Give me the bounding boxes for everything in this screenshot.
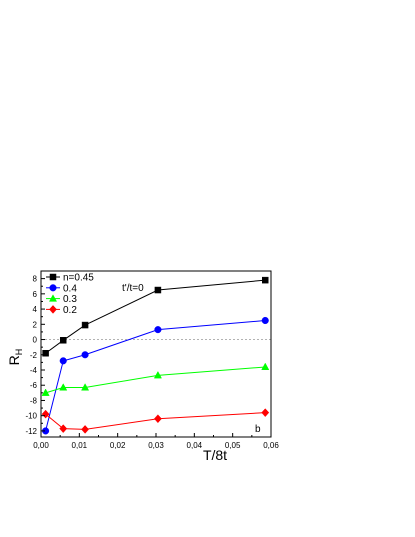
point-0-3-2 [81, 383, 90, 391]
y-axis-label: RH [6, 349, 24, 366]
point-n-0-45-0 [42, 349, 49, 357]
x-axis: 0,00 0,01 0,02 0,03 0,04 0,05 0,06 [33, 433, 279, 450]
legend-label-n-0-45: n=0.45 [63, 273, 94, 284]
y-tick-label-6: 0 [33, 336, 38, 345]
x-tick-label-0: 0,00 [33, 441, 49, 450]
y-tick-label-1: -10 [25, 412, 37, 421]
y-tick-label-4: -4 [30, 366, 38, 375]
y-axis: -12 -10 -8 -6 -4 -2 0 2 4 6 8 [25, 275, 45, 436]
legend-label-0-2: 0.2 [63, 305, 77, 316]
y-tick-label-3: -6 [30, 381, 38, 390]
y-tick-label-9: 6 [33, 290, 38, 299]
point-0-2-4 [261, 408, 270, 418]
point-n-0-45-1 [59, 337, 67, 344]
y-tick-label-7: 2 [33, 320, 38, 329]
point-0-4-2 [81, 351, 89, 359]
point-n-0-45-3 [154, 286, 162, 294]
point-0-4-3 [154, 326, 162, 334]
legend-marker-0-2 [49, 305, 57, 314]
point-0-4-1 [59, 357, 67, 365]
x-axis-label: T/8t [203, 447, 227, 463]
annotation-text: t'/t=0 [122, 283, 144, 294]
y-tick-label-0: -12 [25, 427, 37, 436]
series-line-0-2 [45, 412, 266, 430]
y-tick-label-8: 4 [33, 305, 38, 314]
point-0-2-2 [81, 425, 90, 434]
series-line-0-3 [45, 366, 266, 394]
x-tick-label-6: 0,06 [263, 441, 279, 450]
panel-label: b [255, 424, 261, 435]
y-axis-label-subscript: H [14, 349, 24, 356]
x-tick-label-4: 0,04 [187, 441, 203, 450]
point-0-3-4 [261, 362, 270, 370]
point-0-3-1 [59, 383, 68, 391]
legend-marker-0-4 [49, 284, 57, 292]
point-0-2-1 [59, 424, 68, 433]
series-markers [41, 276, 270, 435]
legend-marker-0-3 [48, 294, 58, 302]
point-n-0-45-4 [262, 276, 269, 284]
legend: n=0.450.40.30.2 [46, 273, 94, 316]
point-0-2-3 [153, 414, 162, 424]
legend-label-0-4: 0.4 [63, 283, 77, 294]
series-lines [45, 279, 266, 432]
point-0-2-0 [41, 409, 50, 419]
point-0-3-0 [41, 388, 50, 396]
x-tick-label-5: 0,05 [225, 441, 241, 450]
point-0-3-3 [153, 370, 162, 379]
y-tick-label-10: 8 [33, 275, 38, 284]
point-0-4-4 [261, 316, 269, 325]
y-axis-label-main: R [6, 355, 22, 365]
point-n-0-45-2 [81, 321, 89, 329]
y-tick-label-2: -8 [30, 396, 38, 405]
y-tick-label-5: -2 [30, 351, 38, 360]
x-tick-label-1: 0,01 [72, 441, 88, 450]
legend-marker-n-0-45 [49, 273, 57, 281]
x-tick-label-3: 0,03 [148, 441, 164, 450]
legend-label-0-3: 0.3 [63, 294, 77, 305]
x-tick-label-2: 0,02 [110, 441, 126, 450]
